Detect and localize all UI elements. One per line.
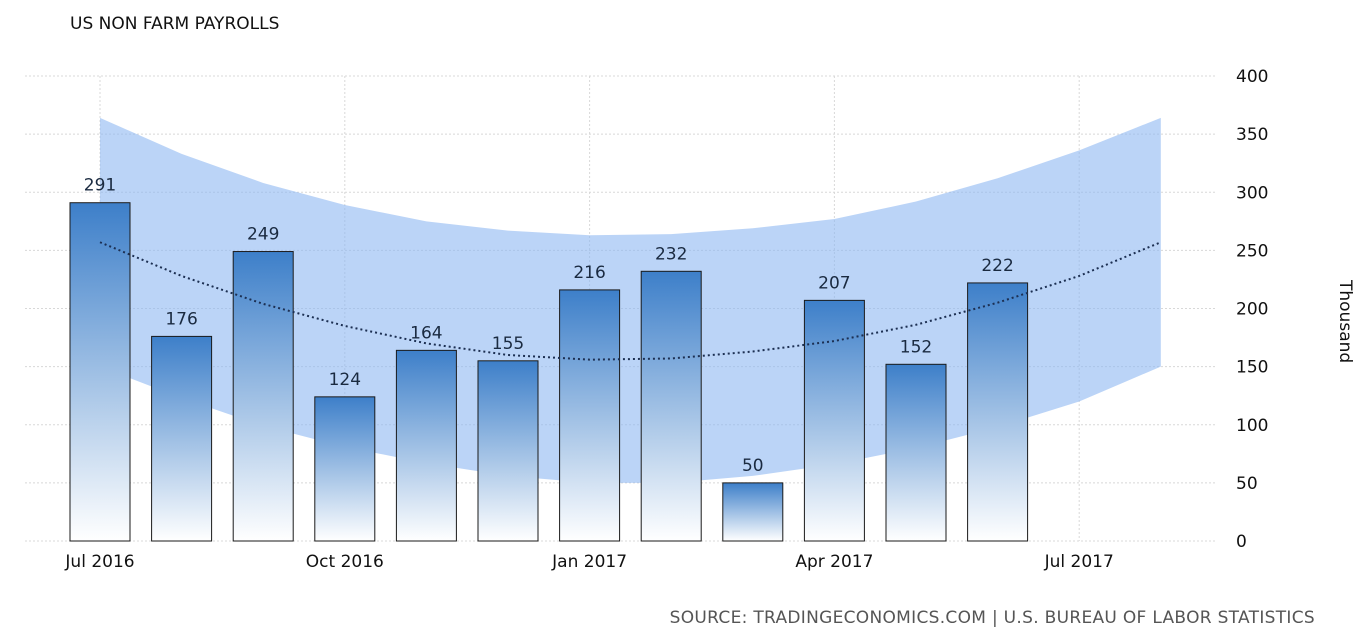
bar: [232, 251, 294, 542]
bar-value-label: 152: [900, 337, 932, 357]
y-tick-label: 150: [1236, 358, 1268, 378]
bar: [967, 282, 1029, 542]
y-tick-label: 250: [1236, 241, 1268, 261]
x-tick-label: Oct 2016: [306, 552, 384, 572]
bars: [69, 202, 1029, 542]
y-tick-label: 50: [1236, 474, 1258, 494]
bar-value-label: 249: [247, 225, 279, 245]
bar-value-label: 164: [410, 323, 442, 343]
y-tick-label: 300: [1236, 183, 1268, 203]
bar-labels: 291 176 249 124 164 155 216 232 50 207 152 222: [84, 176, 1014, 476]
bar-value-label: 216: [573, 263, 605, 283]
x-tick-label: Jul 2016: [64, 552, 134, 572]
bar-value-label: 222: [981, 256, 1013, 276]
bar: [151, 335, 213, 542]
bar-value-label: 207: [818, 273, 850, 293]
bar-value-label: 176: [165, 309, 197, 329]
bar-value-label: 232: [655, 244, 687, 264]
bar-chart: 291 176 249 124 164 155 216 232 50 207 152 222 0 50 1…: [25, 67, 1355, 572]
x-tick-label: Jan 2017: [551, 552, 627, 572]
x-tick-label: Jul 2017: [1044, 552, 1114, 572]
axes: 0 50 100 150 200 250 300 350 400 Jul 2016 Oct 2016…: [64, 67, 1355, 572]
bar-value-label: 124: [329, 370, 361, 390]
bar: [395, 349, 457, 542]
bar: [477, 360, 539, 542]
chart-source: SOURCE: TRADINGECONOMICS.COM | U.S. BURE…: [669, 608, 1315, 628]
trend-line: [99, 241, 1162, 361]
bar: [640, 270, 702, 542]
bar: [803, 299, 865, 542]
bar-value-label: 291: [84, 176, 116, 196]
bar: [885, 363, 947, 542]
y-axis-label: Thousand: [1335, 279, 1355, 363]
bar: [314, 396, 376, 542]
bar-value-label: 50: [742, 456, 764, 476]
bar: [559, 289, 621, 542]
y-tick-label: 100: [1236, 416, 1268, 436]
bar: [69, 202, 131, 542]
trend-series-line: [99, 241, 1162, 361]
y-tick-label: 400: [1236, 67, 1268, 87]
y-tick-label: 200: [1236, 300, 1268, 320]
bar-value-label: 155: [492, 334, 524, 354]
y-tick-label: 350: [1236, 125, 1268, 145]
y-tick-label: 0: [1236, 532, 1247, 552]
bar: [722, 482, 784, 542]
chart-title: US NON FARM PAYROLLS: [70, 14, 280, 34]
x-tick-label: Apr 2017: [795, 552, 873, 572]
